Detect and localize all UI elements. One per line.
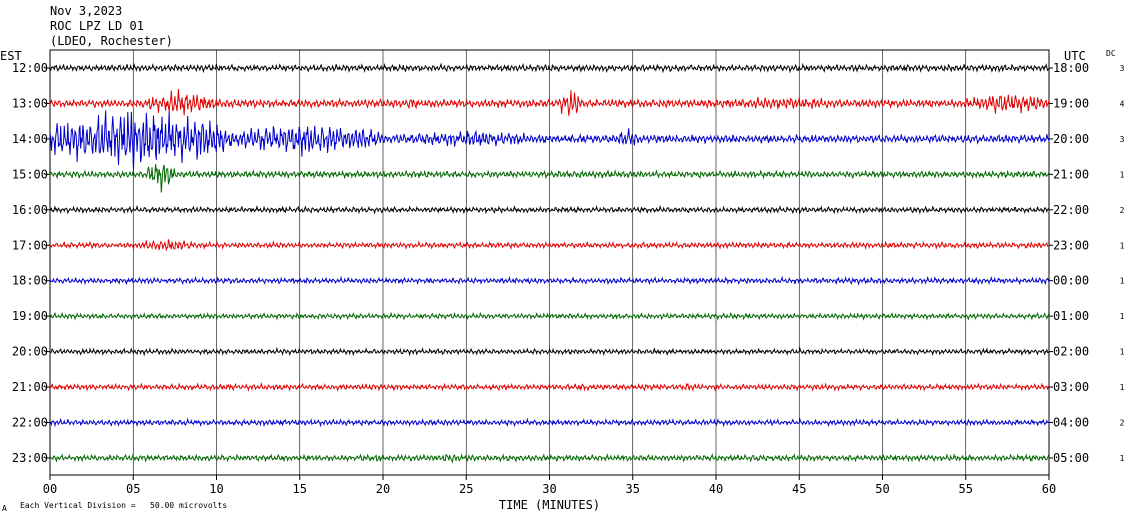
- chart-date: Nov 3,2023: [50, 4, 123, 18]
- row-dc-value: 4: [1120, 99, 1125, 108]
- row-label-utc: 05:00: [1053, 451, 1089, 465]
- row-dc-value: 1: [1120, 454, 1125, 463]
- trace-line: [49, 204, 1050, 215]
- x-tick-label: 50: [875, 482, 889, 496]
- row-label-est: 13:00: [12, 96, 48, 110]
- trace-line: [49, 164, 1050, 193]
- x-tick-label: 00: [43, 482, 57, 496]
- trace-line: [49, 417, 1050, 428]
- row-dc-value: 1: [1120, 312, 1125, 321]
- x-tick-label: 35: [626, 482, 640, 496]
- row-label-est: 19:00: [12, 309, 48, 323]
- right-timezone-label: UTC: [1064, 49, 1086, 63]
- dc-header-label: DC: [1106, 49, 1116, 58]
- x-axis-label: TIME (MINUTES): [499, 498, 600, 512]
- trace-line: [49, 88, 1050, 116]
- footer-scale-note: Each Vertical Division = 50.00 microvolt…: [20, 501, 228, 510]
- row-label-utc: 03:00: [1053, 380, 1089, 394]
- row-label-est: 12:00: [12, 61, 48, 75]
- trace-line: [49, 311, 1050, 321]
- trace-line: [49, 62, 1050, 74]
- row-label-est: 18:00: [12, 274, 48, 288]
- x-tick-label: 20: [376, 482, 390, 496]
- row-label-utc: 23:00: [1053, 238, 1089, 252]
- trace-line: [49, 453, 1050, 464]
- row-label-utc: 21:00: [1053, 167, 1089, 181]
- x-tick-label: 30: [542, 482, 556, 496]
- footer-mark: A: [2, 504, 7, 513]
- row-dc-value: 1: [1120, 241, 1125, 250]
- row-label-utc: 02:00: [1053, 345, 1089, 359]
- chart-network: (LDEO, Rochester): [50, 34, 173, 48]
- trace-line: [49, 239, 1050, 252]
- trace-line: [49, 346, 1050, 357]
- row-label-est: 14:00: [12, 132, 48, 146]
- row-dc-value: 1: [1120, 348, 1125, 357]
- row-dc-value: 2: [1120, 419, 1125, 428]
- row-label-est: 20:00: [12, 345, 48, 359]
- row-label-utc: 01:00: [1053, 309, 1089, 323]
- row-label-est: 15:00: [12, 167, 48, 181]
- row-label-utc: 00:00: [1053, 274, 1089, 288]
- x-tick-label: 60: [1042, 482, 1056, 496]
- x-tick-label: 10: [209, 482, 223, 496]
- row-dc-value: 3: [1120, 64, 1125, 73]
- row-label-utc: 19:00: [1053, 96, 1089, 110]
- row-dc-value: 1: [1120, 277, 1125, 286]
- x-tick-label: 05: [126, 482, 140, 496]
- x-tick-label: 45: [792, 482, 806, 496]
- row-label-utc: 20:00: [1053, 132, 1089, 146]
- trace-line: [49, 110, 1050, 171]
- row-label-utc: 22:00: [1053, 203, 1089, 217]
- row-label-utc: 18:00: [1053, 61, 1089, 75]
- row-label-est: 16:00: [12, 203, 48, 217]
- row-label-est: 17:00: [12, 238, 48, 252]
- row-label-est: 22:00: [12, 416, 48, 430]
- row-label-utc: 04:00: [1053, 416, 1089, 430]
- left-timezone-label: EST: [0, 49, 22, 63]
- row-dc-value: 2: [1120, 206, 1125, 215]
- x-tick-label: 15: [293, 482, 307, 496]
- row-dc-value: 1: [1120, 383, 1125, 392]
- row-label-est: 23:00: [12, 451, 48, 465]
- trace-line: [49, 381, 1050, 393]
- chart-station: ROC LPZ LD 01: [50, 19, 144, 33]
- row-dc-value: 1: [1120, 170, 1125, 179]
- row-label-est: 21:00: [12, 380, 48, 394]
- x-tick-label: 55: [959, 482, 973, 496]
- x-tick-label: 25: [459, 482, 473, 496]
- trace-line: [49, 275, 1050, 286]
- x-tick-label: 40: [709, 482, 723, 496]
- row-dc-value: 3: [1120, 135, 1125, 144]
